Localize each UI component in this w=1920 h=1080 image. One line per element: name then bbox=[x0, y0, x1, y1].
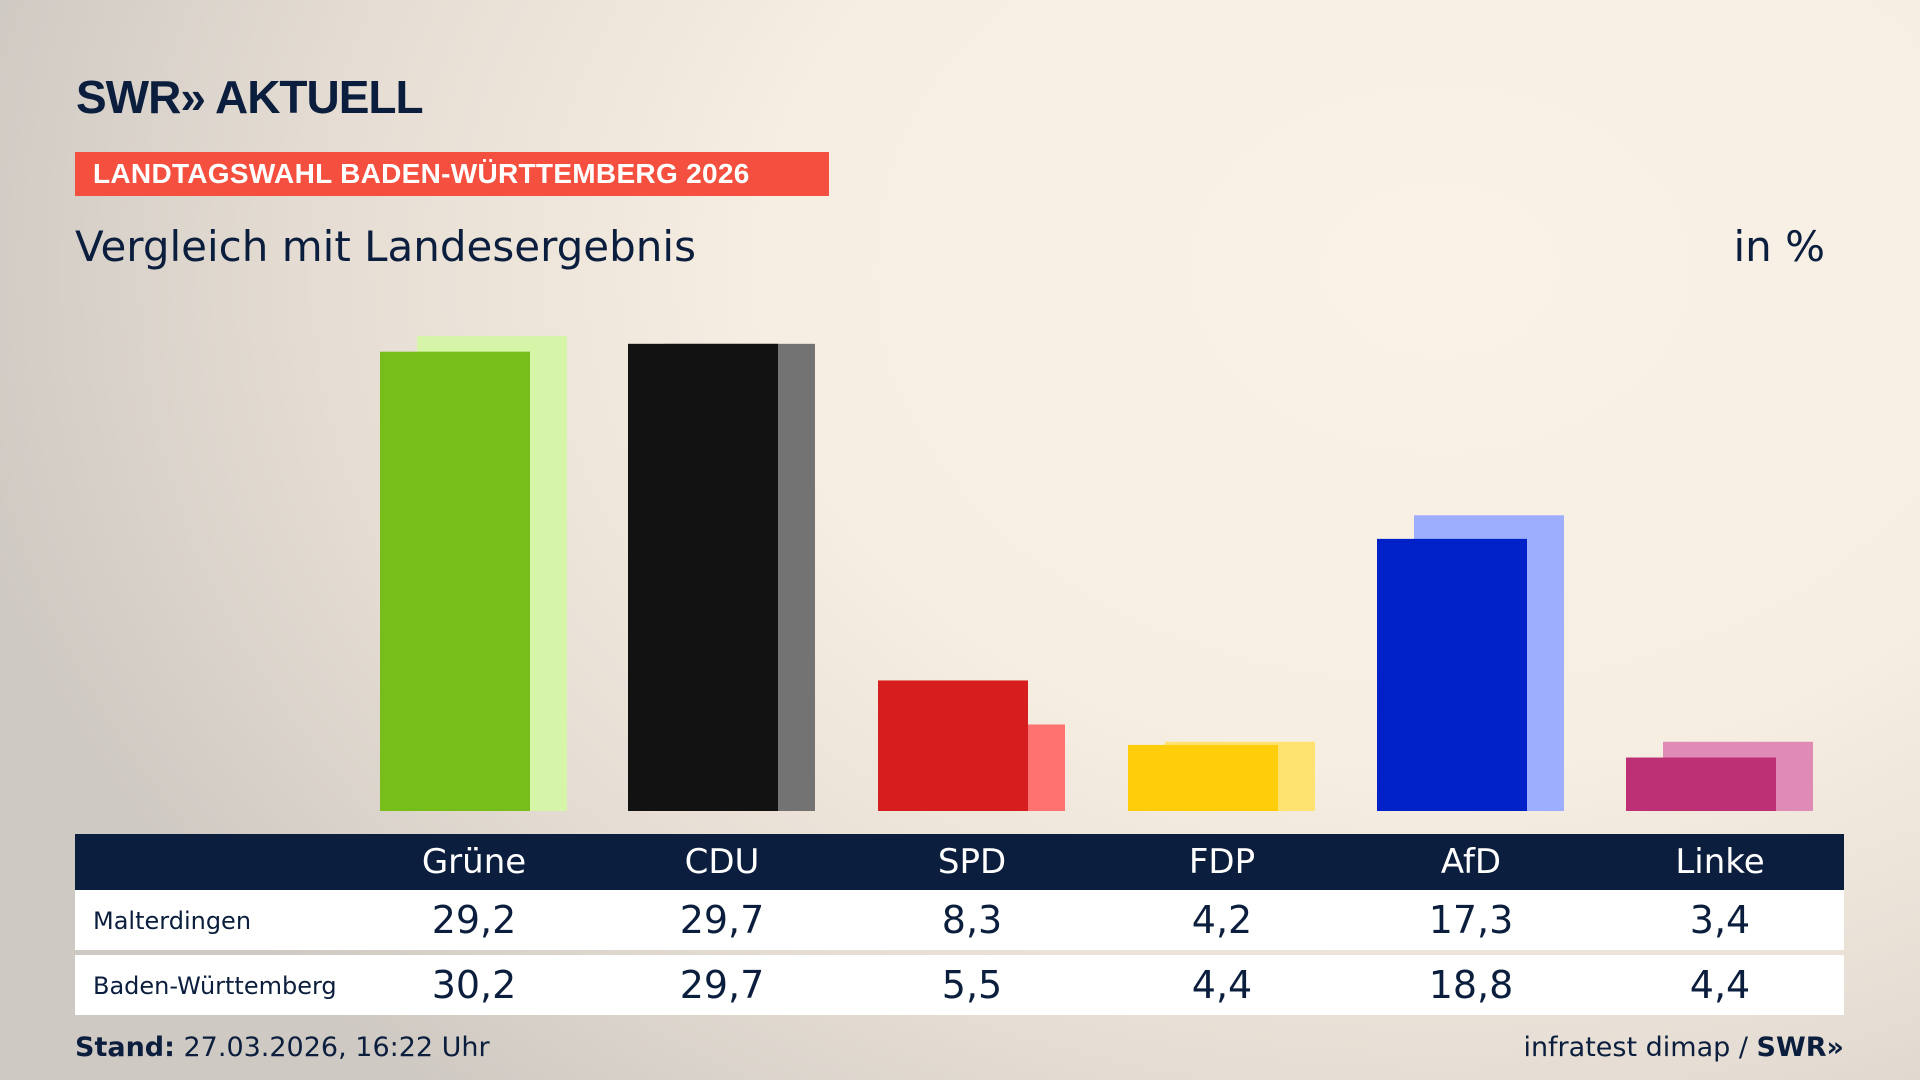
value-cell: 5,5 bbox=[941, 963, 1003, 1007]
source-text: infratest dimap / bbox=[1523, 1032, 1757, 1063]
bar-local-linke bbox=[1626, 757, 1776, 811]
party-header: Linke bbox=[1675, 842, 1765, 882]
bar-local-spd bbox=[878, 680, 1028, 811]
unit-label: in % bbox=[1733, 222, 1825, 271]
table-header: Grüne CDU SPD FDP AfD Linke bbox=[75, 834, 1844, 890]
bar-local-grüne bbox=[380, 351, 530, 811]
bar-local-cdu bbox=[628, 343, 778, 811]
bar-local-fdp bbox=[1128, 744, 1278, 811]
value-cell: 29,2 bbox=[431, 898, 517, 942]
election-banner: LANDTAGSWAHL BADEN-WÜRTTEMBERG 2026 bbox=[75, 152, 829, 196]
value-cell: 4,2 bbox=[1191, 898, 1253, 942]
chart-subtitle: Vergleich mit Landesergebnis bbox=[75, 222, 696, 271]
timestamp: Stand: 27.03.2026, 16:22 Uhr bbox=[75, 1032, 490, 1063]
value-cell: 17,3 bbox=[1428, 898, 1514, 942]
bar-local-afd bbox=[1377, 538, 1527, 811]
value-cell: 29,7 bbox=[679, 963, 765, 1007]
value-cell: 30,2 bbox=[431, 963, 517, 1007]
source: infratest dimap / SWR» bbox=[1523, 1032, 1844, 1063]
swr-logo: SWR» bbox=[1756, 1032, 1844, 1063]
stand-value: 27.03.2026, 16:22 Uhr bbox=[174, 1032, 490, 1063]
bar-chart bbox=[380, 335, 1813, 811]
row-label: Baden-Württemberg bbox=[93, 972, 337, 1000]
swr-aktuell-logo: SWR» AKTUELL bbox=[76, 71, 424, 123]
party-header: SPD bbox=[937, 842, 1007, 882]
value-cell: 4,4 bbox=[1191, 963, 1253, 1007]
value-cell: 3,4 bbox=[1689, 898, 1751, 942]
value-cell: 18,8 bbox=[1428, 963, 1514, 1007]
table-row: Malterdingen 29,2 29,7 8,3 4,2 17,3 3,4 bbox=[75, 890, 1844, 950]
results-table: Grüne CDU SPD FDP AfD Linke Malterdingen 29,2 2… bbox=[75, 834, 1844, 1015]
value-cell: 29,7 bbox=[679, 898, 765, 942]
stand-label: Stand: bbox=[75, 1032, 175, 1063]
party-header: Grüne bbox=[421, 842, 527, 882]
party-header: AfD bbox=[1440, 842, 1502, 882]
party-header: FDP bbox=[1188, 842, 1256, 882]
table-row: Baden-Württemberg 30,2 29,7 5,5 4,4 18,8 4,4 bbox=[75, 955, 1844, 1015]
value-cell: 8,3 bbox=[941, 898, 1003, 942]
value-cell: 4,4 bbox=[1689, 963, 1751, 1007]
party-header: CDU bbox=[684, 842, 760, 882]
row-label: Malterdingen bbox=[93, 907, 252, 935]
